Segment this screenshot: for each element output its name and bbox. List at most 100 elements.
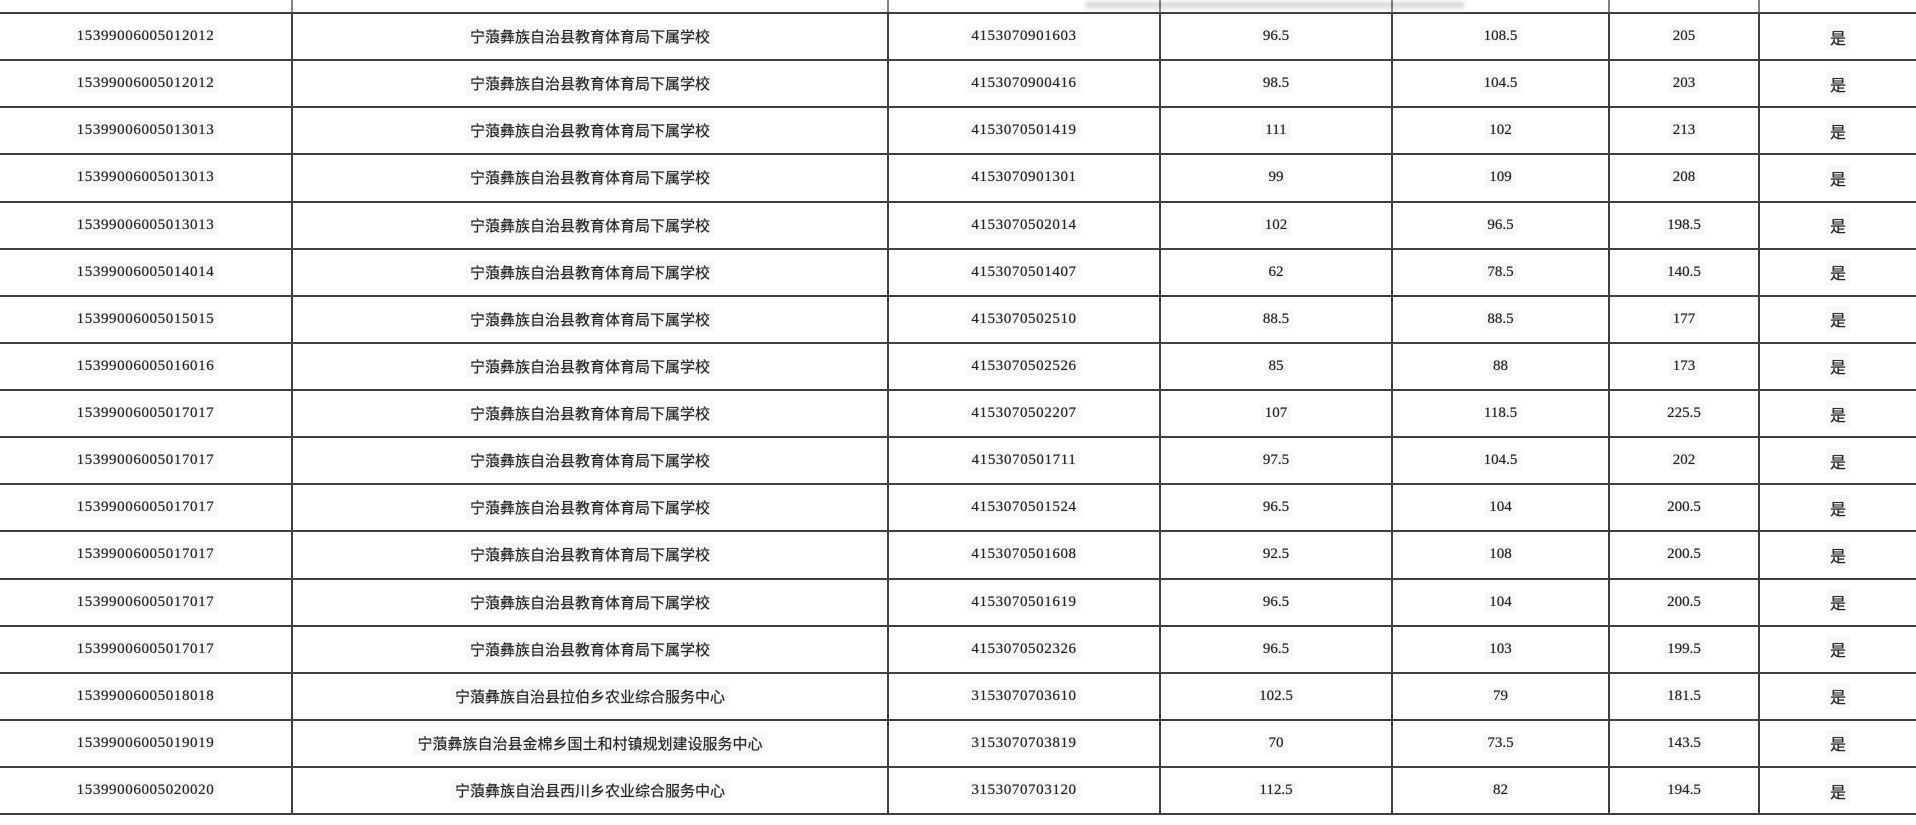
table-cell-score-2: 104 [1393, 579, 1610, 625]
table-cell-total: 200.5 [1610, 579, 1760, 625]
table-cell-score-1: 98.5 [1161, 61, 1393, 107]
table-row: 15399006005014014 宁蒗彝族自治县教育体育局下属学校 41530… [0, 249, 1916, 297]
table-row: 15399006005017017 宁蒗彝族自治县教育体育局下属学校 41530… [0, 391, 1916, 439]
table-cell-total: 143.5 [1610, 720, 1760, 766]
table-cell-id: 15399006005017017 [0, 485, 293, 531]
column-line-remnant [1159, 0, 1161, 12]
column-line-remnant [291, 0, 293, 12]
table-cell-unit-name: 宁蒗彝族自治县教育体育局下属学校 [293, 14, 889, 60]
table-cell-score-1: 62 [1161, 249, 1393, 295]
table-cell-score-1: 92.5 [1161, 532, 1393, 578]
table-cell-number: 4153070501711 [889, 438, 1161, 484]
table-cell-score-2: 103 [1393, 626, 1610, 672]
table-cell-score-1: 96.5 [1161, 14, 1393, 60]
table-cell-total: 200.5 [1610, 532, 1760, 578]
table-cell-qualified: 是 [1760, 580, 1916, 625]
table-cell-id: 15399006005014014 [0, 249, 293, 295]
table-cell-qualified: 是 [1760, 155, 1916, 200]
table-cell-number: 4153070501407 [889, 249, 1161, 295]
table-cell-id: 15399006005019019 [0, 720, 293, 766]
table-cell-id: 15399006005012012 [0, 61, 293, 107]
table-cell-number: 4153070501524 [889, 485, 1161, 531]
table-row: 15399006005013013 宁蒗彝族自治县教育体育局下属学校 41530… [0, 108, 1916, 156]
table-cell-qualified: 是 [1760, 674, 1916, 719]
table-cell-id: 15399006005020020 [0, 768, 293, 814]
table-cell-score-2: 108 [1393, 532, 1610, 578]
table-cell-score-2: 79 [1393, 673, 1610, 719]
table-cell-unit-name: 宁蒗彝族自治县教育体育局下属学校 [293, 249, 889, 295]
table-row: 15399006005013013 宁蒗彝族自治县教育体育局下属学校 41530… [0, 202, 1916, 250]
table-cell-score-2: 109 [1393, 155, 1610, 201]
table-row: 15399006005020020 宁蒗彝族自治县西川乡农业综合服务中心 315… [0, 768, 1916, 814]
table-cell-total: 225.5 [1610, 391, 1760, 437]
table-cell-score-1: 112.5 [1161, 768, 1393, 814]
table-cell-total: 213 [1610, 108, 1760, 154]
column-line-remnant [887, 0, 889, 12]
table-cell-id: 15399006005013013 [0, 155, 293, 201]
table-row: 15399006005019019 宁蒗彝族自治县金棉乡国土和村镇规划建设服务中… [0, 720, 1916, 768]
table-cell-score-1: 70 [1161, 720, 1393, 766]
table-cell-unit-name: 宁蒗彝族自治县西川乡农业综合服务中心 [293, 768, 889, 814]
table-cell-unit-name: 宁蒗彝族自治县教育体育局下属学校 [293, 61, 889, 107]
table-cell-unit-name: 宁蒗彝族自治县教育体育局下属学校 [293, 108, 889, 154]
table-row: 15399006005017017 宁蒗彝族自治县教育体育局下属学校 41530… [0, 579, 1916, 627]
table-cell-qualified: 是 [1760, 297, 1916, 342]
scan-artifact-smudge [1085, 2, 1465, 8]
table-cell-id: 15399006005016016 [0, 343, 293, 389]
table-cell-unit-name: 宁蒗彝族自治县金棉乡国土和村镇规划建设服务中心 [293, 720, 889, 766]
table-cell-unit-name: 宁蒗彝族自治县教育体育局下属学校 [293, 579, 889, 625]
table-cell-number: 4153070501608 [889, 532, 1161, 578]
table-cell-qualified: 是 [1760, 721, 1916, 766]
table-cell-score-1: 99 [1161, 155, 1393, 201]
table-cell-score-2: 108.5 [1393, 14, 1610, 60]
table-cell-id: 15399006005017017 [0, 626, 293, 672]
table-cell-unit-name: 宁蒗彝族自治县教育体育局下属学校 [293, 438, 889, 484]
table-cell-total: 202 [1610, 438, 1760, 484]
table-cell-qualified: 是 [1760, 250, 1916, 295]
table-cell-score-2: 82 [1393, 768, 1610, 814]
table-cell-number: 4153070900416 [889, 61, 1161, 107]
table-cell-unit-name: 宁蒗彝族自治县教育体育局下属学校 [293, 155, 889, 201]
table-cell-qualified: 是 [1760, 627, 1916, 672]
table-cell-id: 15399006005017017 [0, 532, 293, 578]
table-cell-total: 194.5 [1610, 768, 1760, 814]
table-row: 15399006005017017 宁蒗彝族自治县教育体育局下属学校 41530… [0, 626, 1916, 674]
column-line-remnant [1391, 0, 1393, 12]
table-cell-score-1: 107 [1161, 391, 1393, 437]
table-cell-unit-name: 宁蒗彝族自治县教育体育局下属学校 [293, 296, 889, 342]
table-cell-number: 3153070703819 [889, 720, 1161, 766]
table-cell-total: 203 [1610, 61, 1760, 107]
table-row: 15399006005017017 宁蒗彝族自治县教育体育局下属学校 41530… [0, 532, 1916, 580]
table-cell-number: 4153070502510 [889, 296, 1161, 342]
table-cell-number: 3153070703610 [889, 673, 1161, 719]
table-cell-number: 4153070901603 [889, 14, 1161, 60]
table-cell-number: 4153070501419 [889, 108, 1161, 154]
table-cell-score-2: 88 [1393, 343, 1610, 389]
table-cell-number: 4153070502207 [889, 391, 1161, 437]
table-cell-total: 200.5 [1610, 485, 1760, 531]
table-cell-qualified: 是 [1760, 438, 1916, 483]
table-row: 15399006005013013 宁蒗彝族自治县教育体育局下属学校 41530… [0, 155, 1916, 203]
table-cell-id: 15399006005012012 [0, 14, 293, 60]
table-cell-unit-name: 宁蒗彝族自治县教育体育局下属学校 [293, 626, 889, 672]
table-cell-unit-name: 宁蒗彝族自治县教育体育局下属学校 [293, 343, 889, 389]
table-cell-number: 4153070901301 [889, 155, 1161, 201]
table-cell-qualified: 是 [1760, 61, 1916, 106]
table-cell-total: 205 [1610, 14, 1760, 60]
table-cell-id: 15399006005017017 [0, 579, 293, 625]
table-cell-number: 3153070703120 [889, 768, 1161, 814]
table-row: 15399006005018018 宁蒗彝族自治县拉伯乡农业综合服务中心 315… [0, 673, 1916, 721]
table-cell-unit-name: 宁蒗彝族自治县教育体育局下属学校 [293, 202, 889, 248]
table-cell-score-2: 88.5 [1393, 296, 1610, 342]
table-row: 15399006005015015 宁蒗彝族自治县教育体育局下属学校 41530… [0, 296, 1916, 344]
table-row: 15399006005017017 宁蒗彝族自治县教育体育局下属学校 41530… [0, 485, 1916, 533]
table-row: 15399006005012012 宁蒗彝族自治县教育体育局下属学校 41530… [0, 61, 1916, 109]
table-cell-score-1: 97.5 [1161, 438, 1393, 484]
table-cell-id: 15399006005017017 [0, 391, 293, 437]
table-cell-score-1: 88.5 [1161, 296, 1393, 342]
table-cell-unit-name: 宁蒗彝族自治县教育体育局下属学校 [293, 391, 889, 437]
table-cell-qualified: 是 [1760, 14, 1916, 59]
table-cell-qualified: 是 [1760, 485, 1916, 530]
table-cell-score-1: 85 [1161, 343, 1393, 389]
score-table: 15399006005012012 宁蒗彝族自治县教育体育局下属学校 41530… [0, 12, 1916, 815]
